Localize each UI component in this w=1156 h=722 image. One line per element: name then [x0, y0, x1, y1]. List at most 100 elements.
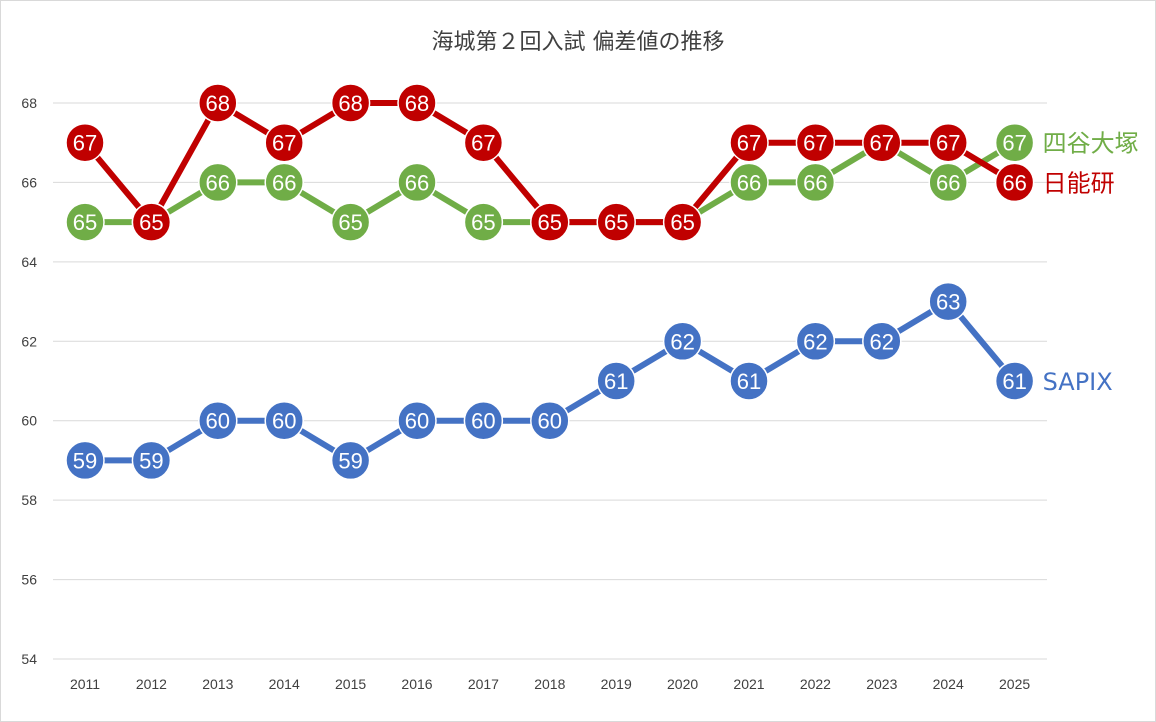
data-label: 68: [206, 91, 230, 116]
x-tick-label: 2024: [933, 676, 964, 692]
data-label: 67: [803, 131, 827, 156]
data-point: [862, 122, 902, 163]
data-point: [795, 162, 836, 203]
data-label: 66: [272, 170, 296, 195]
data-point: [862, 321, 902, 362]
data-point: [65, 202, 105, 242]
data-point: [65, 122, 105, 163]
data-point: [928, 122, 968, 163]
data-label: 66: [737, 170, 761, 195]
data-point: [530, 400, 570, 441]
data-label: 59: [338, 448, 362, 473]
data-label: 62: [870, 329, 894, 354]
x-axis-tick-labels: 2011 2012 2013 2014 2015 2016 2017 2018 2019 2020…: [70, 676, 1030, 692]
data-label: 67: [471, 131, 495, 156]
data-point: [131, 202, 172, 242]
data-point: [596, 361, 636, 401]
data-label: 66: [206, 170, 230, 195]
data-label: 60: [272, 409, 296, 434]
data-point: [65, 440, 105, 481]
data-point: [463, 202, 504, 242]
series-group: 67 65 68 67 68 68 67 65 65 65 67 67 67 67 66: [65, 83, 1035, 242]
x-tick-label: 2015: [335, 676, 366, 692]
x-tick-label: 2019: [601, 676, 632, 692]
data-point: [198, 400, 238, 441]
data-label: 67: [936, 131, 960, 156]
data-label: 67: [870, 131, 894, 156]
data-point: [994, 162, 1035, 203]
data-point: [198, 83, 238, 123]
data-point: [264, 122, 304, 163]
data-point: [463, 122, 504, 163]
data-label: 62: [670, 329, 694, 354]
data-point: [928, 281, 968, 322]
data-point: [729, 361, 769, 401]
y-tick-label: 68: [21, 95, 37, 111]
data-label: 66: [1002, 170, 1026, 195]
x-tick-label: 2014: [269, 676, 300, 692]
data-point: [330, 440, 371, 481]
data-point: [662, 321, 703, 362]
data-point: [928, 162, 968, 203]
data-point: [198, 162, 238, 203]
x-tick-label: 2016: [401, 676, 432, 692]
x-tick-label: 2023: [866, 676, 897, 692]
y-tick-label: 60: [21, 413, 37, 429]
data-point: [795, 321, 836, 362]
y-tick-label: 66: [21, 174, 37, 190]
x-tick-label: 2025: [999, 676, 1030, 692]
data-label: 61: [1002, 369, 1026, 394]
data-point: [264, 400, 304, 441]
data-point: [530, 202, 570, 242]
data-point: [330, 202, 371, 242]
data-label: 67: [272, 131, 296, 156]
data-label: 65: [338, 210, 362, 235]
data-label: 60: [538, 409, 562, 434]
data-point: [397, 83, 437, 123]
series-name-label: 四谷大塚: [1043, 130, 1139, 158]
data-label: 60: [471, 409, 495, 434]
x-tick-label: 2012: [136, 676, 167, 692]
data-point: [994, 122, 1035, 163]
data-label: 68: [405, 91, 429, 116]
y-tick-label: 54: [21, 651, 37, 667]
data-label: 60: [405, 409, 429, 434]
data-point: [729, 122, 769, 163]
y-axis-tick-labels: 54 56 58 60 62 64 66 68: [21, 95, 37, 667]
series-name-label: SAPIX: [1043, 368, 1113, 396]
data-label: 59: [139, 448, 163, 473]
data-label: 67: [1002, 131, 1026, 156]
data-label: 66: [803, 170, 827, 195]
data-label: 68: [338, 91, 362, 116]
data-point: [264, 162, 304, 203]
x-tick-label: 2020: [667, 676, 698, 692]
x-tick-label: 2017: [468, 676, 499, 692]
data-label: 61: [604, 369, 628, 394]
data-label: 59: [73, 448, 97, 473]
data-label: 62: [803, 329, 827, 354]
x-tick-label: 2011: [70, 676, 100, 692]
data-point: [662, 202, 703, 242]
data-point: [397, 400, 437, 441]
data-label: 65: [73, 210, 97, 235]
data-label: 65: [670, 210, 694, 235]
data-label: 65: [604, 210, 628, 235]
data-point: [994, 361, 1035, 401]
data-label: 66: [936, 170, 960, 195]
data-label: 66: [405, 170, 429, 195]
data-label: 67: [737, 131, 761, 156]
x-tick-label: 2021: [733, 676, 764, 692]
y-tick-label: 62: [21, 333, 37, 349]
x-tick-label: 2022: [800, 676, 831, 692]
data-point: [729, 162, 769, 203]
data-label: 63: [936, 290, 960, 315]
series-group: 59 59 60 60 59 60 60 60 61 62 61 62 62 63 61: [65, 281, 1035, 481]
y-tick-label: 56: [21, 572, 37, 588]
data-label: 65: [139, 210, 163, 235]
data-label: 60: [206, 409, 230, 434]
series-name-label: 日能研: [1043, 169, 1115, 197]
